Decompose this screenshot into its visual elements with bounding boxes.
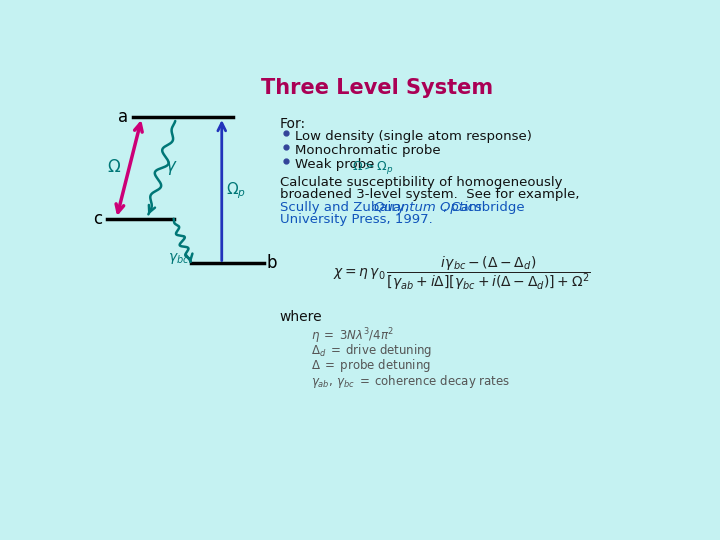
- Text: $\gamma$: $\gamma$: [165, 159, 177, 177]
- Text: $\Omega_p$: $\Omega_p$: [225, 180, 246, 201]
- Text: $\Delta\;=\;\mathrm{probe\ detuning}$: $\Delta\;=\;\mathrm{probe\ detuning}$: [311, 357, 431, 374]
- Text: Quantum Optics: Quantum Optics: [374, 201, 482, 214]
- Text: University Press, 1997.: University Press, 1997.: [280, 213, 433, 226]
- Text: $\gamma_{bc}$: $\gamma_{bc}$: [168, 251, 189, 266]
- Text: Weak probe: Weak probe: [295, 158, 379, 171]
- Text: $\gamma_{ab},\,\gamma_{bc}\;=\;\mathrm{coherence\ decay\ rates}$: $\gamma_{ab},\,\gamma_{bc}\;=\;\mathrm{c…: [311, 373, 510, 390]
- Text: For:: For:: [280, 117, 306, 131]
- Text: Three Level System: Three Level System: [261, 78, 492, 98]
- Text: Low density (single atom response): Low density (single atom response): [295, 130, 532, 143]
- Text: b: b: [267, 254, 277, 273]
- Text: Scully and Zubairy,: Scully and Zubairy,: [280, 201, 413, 214]
- Text: Calculate susceptibility of homogeneously: Calculate susceptibility of homogeneousl…: [280, 177, 562, 190]
- Text: broadened 3-level system.  See for example,: broadened 3-level system. See for exampl…: [280, 188, 580, 201]
- Text: $\Delta_d\;=\;\mathrm{drive\ detuning}$: $\Delta_d\;=\;\mathrm{drive\ detuning}$: [311, 342, 432, 359]
- Text: Monochromatic probe: Monochromatic probe: [295, 144, 441, 157]
- Text: $\eta\;=\;3N\lambda^3/4\pi^2$: $\eta\;=\;3N\lambda^3/4\pi^2$: [311, 327, 395, 346]
- Text: $\Omega > \Omega_p$: $\Omega > \Omega_p$: [352, 159, 394, 176]
- Text: a: a: [118, 108, 128, 126]
- Text: $\chi = \eta\,\gamma_0\,\dfrac{i\gamma_{bc}-(\Delta-\Delta_d)}{[\gamma_{ab}+i\De: $\chi = \eta\,\gamma_0\,\dfrac{i\gamma_{…: [333, 254, 591, 292]
- Text: , Cambridge: , Cambridge: [444, 201, 525, 214]
- Text: $\Omega$: $\Omega$: [107, 159, 121, 177]
- Text: where: where: [280, 309, 323, 323]
- Text: c: c: [93, 210, 102, 228]
